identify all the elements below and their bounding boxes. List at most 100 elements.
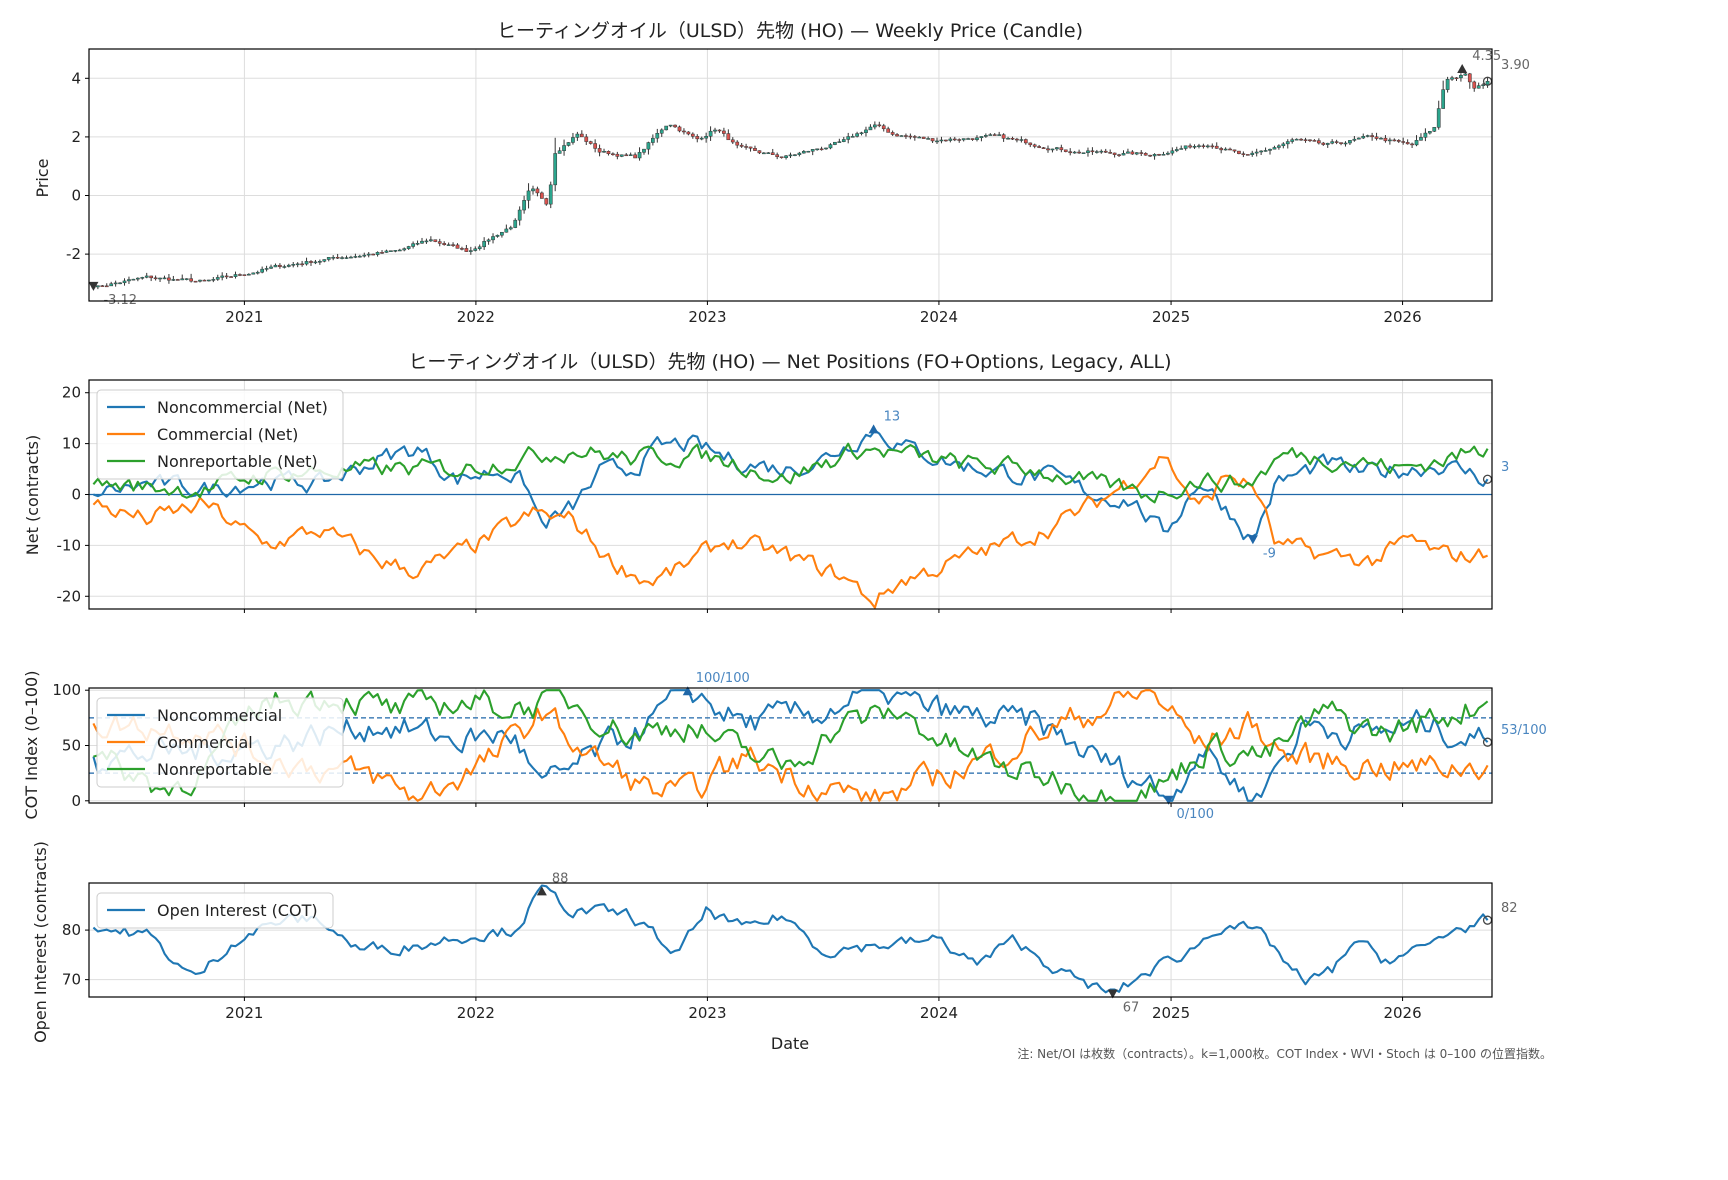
candle-body — [264, 268, 269, 270]
candle-body — [1396, 140, 1401, 142]
y-tick-label: 70 — [62, 971, 81, 989]
candle-body — [229, 276, 233, 278]
candle-body — [726, 133, 731, 141]
candle-body — [1188, 145, 1192, 148]
candle-body — [1241, 153, 1246, 155]
candle-body — [584, 136, 589, 142]
candle-body — [744, 146, 748, 148]
candle-body — [824, 147, 828, 150]
y-tick-label: -20 — [57, 587, 82, 605]
candle-body — [318, 261, 322, 263]
max-label: 88 — [552, 871, 569, 886]
candle-body — [1361, 136, 1366, 139]
min-label: -9 — [1263, 546, 1276, 561]
candle-body — [886, 128, 891, 133]
candle-body — [1032, 144, 1037, 147]
candle-body — [1219, 148, 1224, 151]
candle-body — [659, 129, 664, 134]
candle-body — [695, 136, 700, 140]
y-tick-label: 0 — [71, 486, 81, 504]
candle-body — [713, 129, 717, 132]
candle-body — [1254, 151, 1259, 154]
candle-body — [1290, 139, 1295, 142]
candle-body — [961, 138, 966, 141]
candle-body — [890, 132, 895, 135]
candle-body — [491, 236, 495, 241]
candle-body — [1414, 140, 1419, 146]
candle-body — [1055, 147, 1059, 150]
candle-body — [1072, 151, 1077, 154]
max-label: 13 — [884, 409, 901, 424]
candle-body — [717, 129, 722, 132]
candle-body — [1277, 145, 1281, 148]
candle-body — [624, 154, 629, 157]
candle-body — [1037, 146, 1041, 148]
candle-body — [1339, 142, 1343, 144]
y-tick-label: -2 — [66, 245, 81, 263]
x-tick-label: 2025 — [1152, 1004, 1190, 1022]
candle-body — [1046, 148, 1050, 151]
candle-body — [344, 257, 349, 259]
candle-body — [1388, 139, 1392, 142]
candle-body — [748, 146, 753, 149]
candle-body — [686, 131, 691, 135]
max-marker — [1457, 64, 1468, 74]
candle-body — [429, 239, 433, 242]
candle-body — [158, 277, 162, 280]
candle-body — [233, 274, 238, 277]
candle-body — [167, 277, 171, 281]
x-tick-label: 2024 — [920, 1004, 958, 1022]
candle-body — [122, 280, 127, 284]
candle-body — [149, 275, 154, 279]
candle-body — [389, 250, 393, 252]
candle-body — [833, 141, 837, 145]
candle-body — [979, 136, 984, 139]
x-tick-label: 2023 — [688, 308, 726, 326]
candle-body — [1321, 142, 1326, 145]
candle-body — [1028, 142, 1033, 146]
min-label: 67 — [1123, 1001, 1140, 1016]
candle-body — [522, 200, 526, 211]
oi-y-axis-label: Open Interest (contracts) — [31, 841, 50, 1043]
candle-body — [1108, 152, 1113, 154]
candle-body — [722, 130, 726, 134]
candle-body — [238, 274, 242, 276]
candle-body — [997, 134, 1002, 136]
x-tick-label: 2022 — [457, 308, 495, 326]
candle-body — [500, 231, 504, 236]
candle-body — [566, 142, 571, 146]
candle-body — [309, 261, 313, 263]
candle-body — [1143, 153, 1148, 156]
candle-body — [912, 136, 917, 138]
candle-body — [677, 126, 682, 132]
candle-body — [637, 152, 642, 159]
candle-body — [1268, 148, 1272, 151]
x-tick-label: 2021 — [225, 1004, 263, 1022]
candle-body — [251, 272, 256, 275]
candle-body — [557, 150, 562, 154]
candle-body — [562, 145, 566, 151]
candle-body — [220, 275, 225, 278]
candle-body — [171, 279, 176, 281]
candle-body — [655, 133, 660, 139]
candle-body — [1041, 147, 1046, 149]
candle-body — [1476, 85, 1481, 89]
candle-body — [464, 248, 469, 252]
candle-body — [1263, 150, 1268, 152]
candle-body — [1325, 142, 1330, 145]
candle-body — [828, 144, 833, 149]
candle-body — [1090, 150, 1095, 153]
candle-body — [131, 278, 136, 281]
series-line — [93, 429, 1489, 541]
candle-body — [548, 184, 553, 205]
candle-body — [1348, 140, 1352, 144]
candle-body — [917, 136, 922, 139]
candle-body — [295, 263, 300, 266]
candle-body — [1081, 152, 1086, 154]
candle-body — [939, 139, 944, 142]
candle-body — [1312, 140, 1317, 142]
x-tick-label: 2021 — [225, 308, 263, 326]
candle-body — [326, 257, 331, 260]
candle-body — [1299, 138, 1303, 141]
candle-body — [1183, 145, 1188, 149]
